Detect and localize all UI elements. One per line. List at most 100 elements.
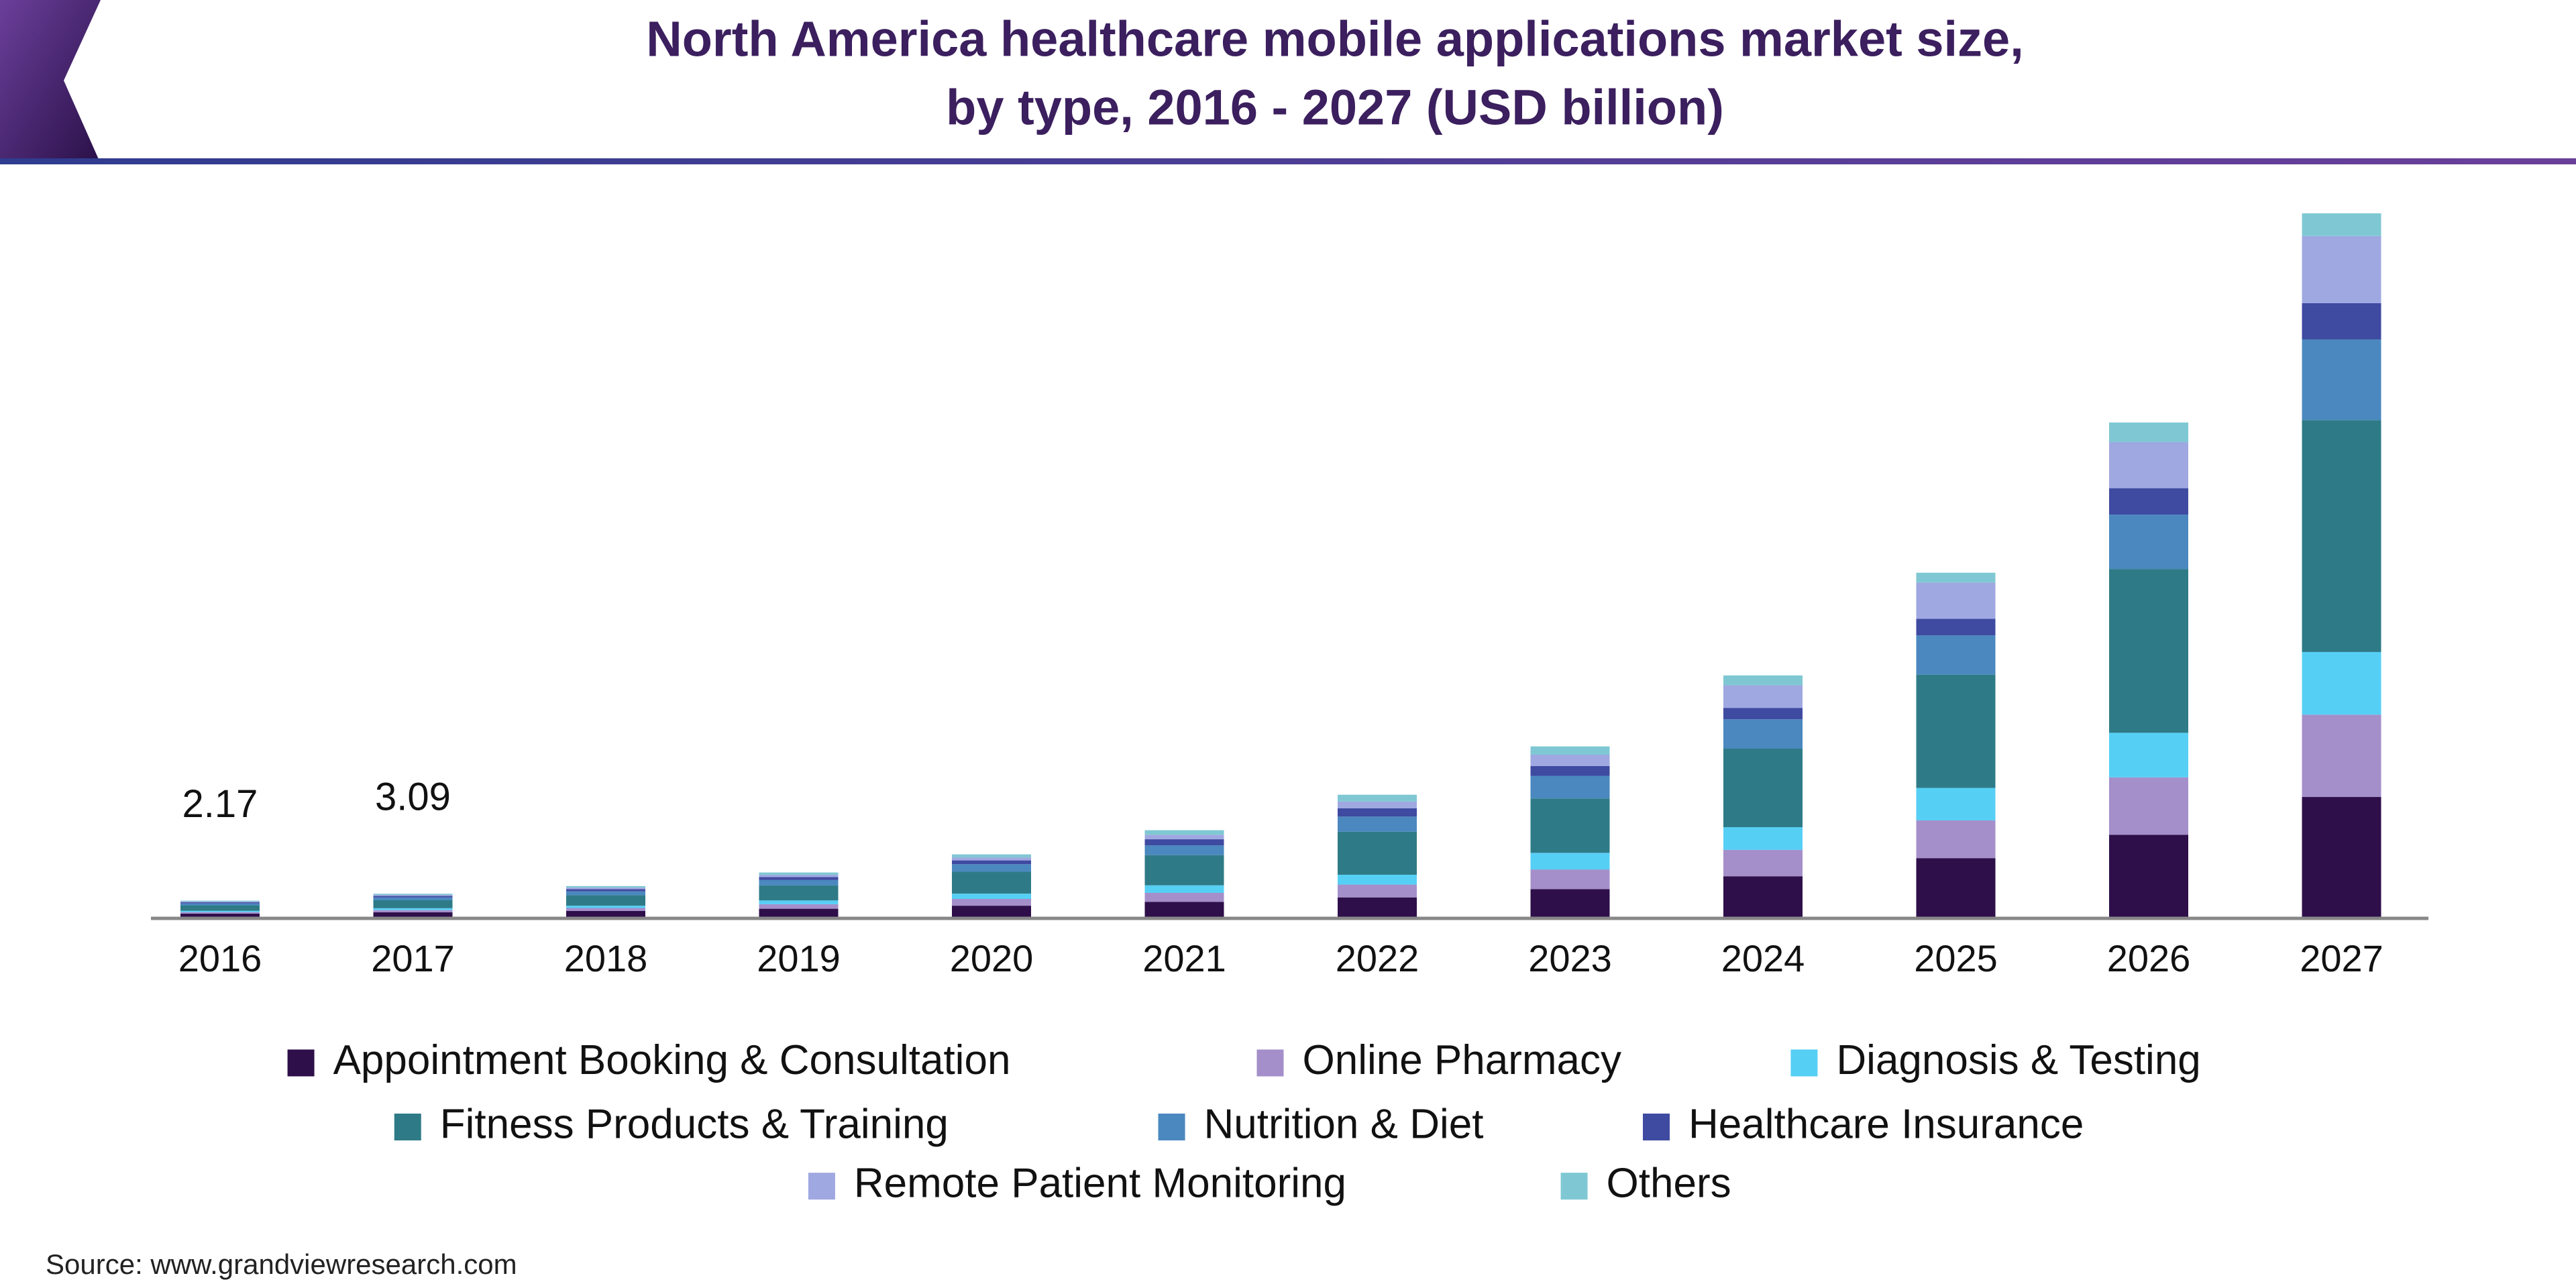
bar-segment (952, 894, 1031, 899)
x-tick-label: 2020 (950, 937, 1034, 979)
bar-segment (2302, 235, 2381, 303)
bar-segment (1338, 808, 1417, 817)
bar-segment (1338, 794, 1417, 802)
x-tick-label: 2016 (178, 937, 262, 979)
bar-segment (180, 903, 260, 906)
bar-segment (759, 885, 839, 901)
x-tick-label: 2023 (1528, 937, 1612, 979)
bar-segment (566, 906, 645, 908)
bar-segment (759, 904, 839, 909)
bar-segment (1530, 746, 1610, 755)
x-tick-label: 2019 (757, 937, 841, 979)
bar-segment (1723, 675, 1803, 686)
bar-segment (373, 900, 453, 908)
chart-title: by type, 2016 - 2027 (USD billion) (946, 80, 1724, 136)
bar-segment (1916, 858, 1996, 917)
x-tick-label: 2027 (2300, 937, 2383, 979)
bar-segment (2109, 835, 2188, 917)
bar-segment (2302, 420, 2381, 652)
bar-segment (1723, 849, 1803, 877)
bar-segment (1916, 788, 1996, 820)
bar-segment (1916, 635, 1996, 675)
bar-segment (1530, 775, 1610, 799)
bar-segment (2109, 422, 2188, 443)
bar-segment (373, 910, 453, 913)
bar-segment (373, 894, 453, 896)
bar-segment (952, 857, 1031, 861)
bar-segment (952, 871, 1031, 894)
bar-segment (2109, 569, 2188, 733)
bar-segment (566, 895, 645, 906)
legend-swatch (1256, 1049, 1284, 1077)
bar-segment (1723, 685, 1803, 708)
bar-segment (2109, 733, 2188, 777)
legend-label: Appointment Booking & Consultation (333, 1037, 1011, 1083)
bar-segment (180, 905, 260, 911)
bar-segment (952, 898, 1031, 906)
bar-segment (1144, 839, 1224, 846)
legend-label: Others (1607, 1161, 1731, 1207)
bar-segment (759, 908, 839, 917)
bar-segment (1338, 884, 1417, 898)
legend-swatch (1790, 1049, 1818, 1077)
x-tick-label: 2022 (1336, 937, 1419, 979)
bar-segment (1723, 876, 1803, 917)
bar-segment (1144, 885, 1224, 893)
bar-segment (759, 900, 839, 904)
bar-segment (2302, 714, 2381, 798)
bar-segment (1338, 897, 1417, 917)
bar-segment (1916, 572, 1996, 583)
bar-segment (1144, 902, 1224, 917)
bar-segment (566, 888, 645, 890)
x-tick-label: 2017 (371, 937, 455, 979)
bar-segment (1723, 749, 1803, 828)
legend-label: Diagnosis & Testing (1836, 1037, 2200, 1083)
bar-segment (2109, 442, 2188, 488)
legend-label: Online Pharmacy (1302, 1037, 1621, 1083)
bar-segment (1723, 827, 1803, 850)
total-label: 2.17 (182, 782, 258, 826)
bar-segment (1916, 619, 1996, 636)
bar-segment (180, 913, 260, 917)
bar-segment (1338, 801, 1417, 808)
bar-segment (1530, 765, 1610, 776)
bar-segment (566, 910, 645, 917)
bar-segment (759, 874, 839, 877)
bar-segment (952, 906, 1031, 917)
bar-segment (180, 902, 260, 904)
bar-segment (2109, 488, 2188, 515)
total-label: 3.09 (375, 775, 451, 819)
bar-segment (2109, 515, 2188, 570)
bar-segment (1144, 855, 1224, 885)
legend-swatch (1158, 1114, 1185, 1141)
bar-segment (566, 885, 645, 888)
legend-swatch (394, 1114, 421, 1141)
header-rule (0, 158, 2576, 164)
bar-segment (373, 896, 453, 898)
bar-segment (180, 900, 260, 902)
x-tick-label: 2024 (1721, 937, 1805, 979)
bar-segment (1144, 845, 1224, 855)
bar-segment (373, 908, 453, 910)
source-note: Source: www.grandviewresearch.com (46, 1248, 517, 1280)
bar-segment (759, 877, 839, 880)
bar-segment (1723, 719, 1803, 749)
bar-segment (1338, 831, 1417, 875)
bar-segment (1530, 755, 1610, 766)
chart-title: North America healthcare mobile applicat… (646, 11, 2024, 67)
bar-segment (1916, 820, 1996, 859)
legend-label: Remote Patient Monitoring (854, 1161, 1346, 1207)
bar-segment (759, 879, 839, 885)
bar-segment (1144, 892, 1224, 902)
bar-segment (1338, 874, 1417, 885)
bar-segment (2302, 303, 2381, 339)
legend-swatch (287, 1049, 315, 1077)
bar-segment (1916, 674, 1996, 788)
x-tick-label: 2025 (1914, 937, 1998, 979)
bar-segment (180, 910, 260, 912)
legend-swatch (1643, 1114, 1670, 1141)
bar-segment (1338, 816, 1417, 832)
legend-label: Fitness Products & Training (440, 1101, 949, 1147)
x-tick-label: 2021 (1142, 937, 1226, 979)
